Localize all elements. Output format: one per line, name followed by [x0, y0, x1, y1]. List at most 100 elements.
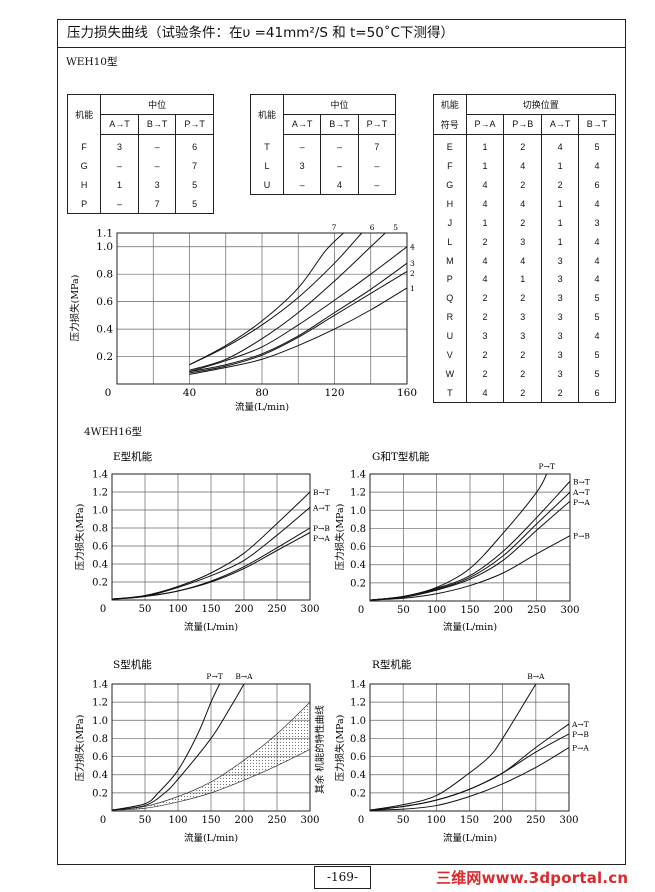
- middle-position-table-2: 机能 中位 A→T B→T P→T T – –7 L 3– – U –4–: [250, 94, 397, 196]
- row-function: H: [66, 175, 102, 195]
- cell-value: 5: [578, 364, 616, 384]
- x-tick-label: 300: [300, 815, 319, 826]
- series-label: 3: [410, 259, 415, 268]
- series-label: 4: [410, 243, 415, 252]
- chart-title: S型机能: [113, 658, 152, 671]
- x-tick-label: 200: [493, 815, 512, 826]
- header-row: 机能 中位: [66, 94, 214, 135]
- header-group: 中位: [100, 94, 214, 115]
- x-axis-label: 流量(L/min): [443, 621, 497, 633]
- cell-value: 5: [175, 175, 214, 195]
- watermark: 三维网www.3dportal.cn: [436, 869, 629, 887]
- series-label: P→T: [538, 462, 554, 471]
- cell-value: 7: [175, 156, 214, 176]
- cell-value: –: [357, 156, 397, 176]
- y-tick-label: 0.2: [92, 788, 108, 799]
- series-label: A→T: [571, 720, 589, 729]
- series-label: B→T: [313, 488, 330, 497]
- series-label: 5: [393, 223, 398, 232]
- y-tick-label: 0.4: [92, 560, 108, 571]
- cell-value: 4: [578, 270, 616, 289]
- plot-frame: [369, 473, 571, 602]
- band-lower-line: [111, 749, 311, 811]
- cell-value: –: [357, 175, 397, 195]
- series-label: 2: [410, 269, 415, 278]
- y-tick-label: 0.2: [92, 578, 108, 589]
- cell-value: 7: [357, 134, 397, 157]
- y-tick-label: 0.4: [96, 324, 113, 336]
- table-row: P –7 5: [66, 194, 214, 214]
- chart-title: R型机能: [372, 658, 412, 671]
- y-tick-label: 1.0: [96, 241, 113, 253]
- x-tick-label: 100: [168, 815, 187, 826]
- cell-value: 5: [578, 345, 616, 365]
- y-tick-label: 1.4: [92, 470, 108, 481]
- table-row: G – –7: [66, 156, 214, 176]
- y-tick-label: 1.2: [92, 698, 108, 709]
- y-tick-label: 0.6: [92, 542, 108, 553]
- series-line-P-to-A: [369, 747, 570, 811]
- x-tick-label: 0: [105, 387, 112, 399]
- x-tick-label: 300: [559, 815, 578, 826]
- cell-value: 5: [578, 134, 616, 157]
- column-header: P→T: [175, 114, 214, 135]
- page-number: -169-: [314, 866, 371, 889]
- y-axis-label: 压力损失(MPa): [69, 275, 81, 342]
- x-tick-label: 100: [427, 605, 446, 616]
- x-tick-label: 200: [494, 605, 513, 616]
- table-row: T – –7: [250, 134, 397, 157]
- series-line-P-to-A: [369, 500, 571, 601]
- series-line-7: [189, 232, 344, 366]
- series-line-B-to-A: [369, 683, 537, 811]
- series-label: B→A: [527, 672, 545, 681]
- header-group: 中位: [282, 94, 397, 115]
- x-tick-label: 0: [100, 604, 106, 615]
- y-tick-label: 0.4: [350, 770, 366, 781]
- series-line-6: [189, 232, 363, 366]
- plot-frame: [111, 473, 311, 601]
- y-tick-label: 1.2: [350, 698, 366, 709]
- y-axis-label: 压力损失(MPa): [74, 504, 86, 571]
- header-group: 切换位置: [465, 94, 617, 115]
- x-tick-label: 150: [460, 605, 479, 616]
- chart-title: E型机能: [113, 450, 153, 463]
- y-tick-label: 0.6: [92, 752, 108, 763]
- section-label-weh10: WEH10型: [66, 56, 118, 68]
- section-label-4weh16: 4WEH16型: [84, 426, 143, 438]
- plot-frame: [116, 232, 408, 385]
- page-frame: [57, 19, 626, 865]
- series-line-4: [189, 246, 408, 373]
- y-tick-label: 1.0: [92, 716, 108, 727]
- band-upper-line: [111, 701, 311, 811]
- series-label: A→T: [312, 503, 330, 512]
- cell-value: 4: [578, 251, 616, 271]
- y-tick-label: 0.2: [350, 788, 366, 799]
- series-label: P→T: [206, 672, 222, 681]
- series-line-B-to-T: [111, 491, 311, 600]
- y-tick-label: 1.4: [350, 680, 366, 691]
- characteristic-band: [112, 702, 310, 811]
- cell-value: 4: [578, 232, 616, 252]
- x-tick-label: 0: [358, 815, 364, 826]
- series-line-B-to-A: [111, 683, 245, 811]
- x-tick-label: 160: [397, 387, 417, 399]
- row-function: G: [66, 156, 102, 176]
- y-axis-label: 压力损失(MPa): [334, 504, 346, 571]
- x-tick-label: 250: [267, 815, 286, 826]
- cell-value: 4: [578, 326, 616, 346]
- x-tick-label: 0: [358, 605, 364, 616]
- x-tick-label: 150: [201, 604, 220, 615]
- series-line-5: [189, 232, 386, 371]
- x-tick-label: 0: [100, 815, 106, 826]
- y-tick-label: 0.6: [96, 296, 113, 308]
- subheader-row: A→T B→T P→T: [251, 114, 397, 135]
- y-tick-label: 1.2: [92, 488, 108, 499]
- y-tick-label: 0.8: [96, 269, 113, 281]
